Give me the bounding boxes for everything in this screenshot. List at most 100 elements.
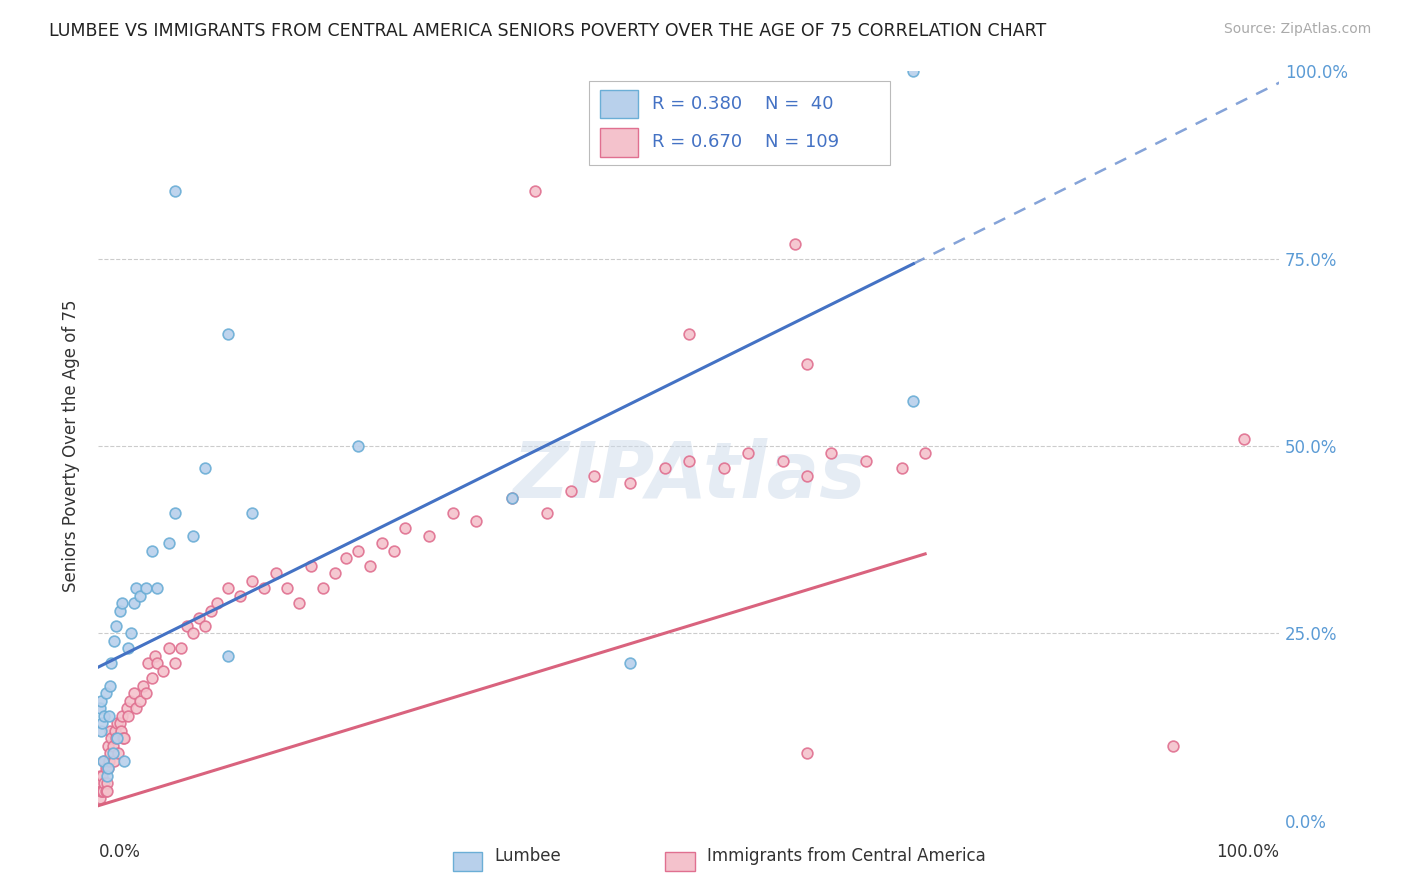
Point (89, 701, 111, 715)
Point (146, 582, 169, 596)
Point (382, 544, 405, 558)
Point (105, 619, 128, 633)
Point (678, 326, 700, 341)
Point (105, 716, 128, 731)
Point (108, 716, 131, 731)
Point (347, 439, 370, 453)
Point (117, 708, 139, 723)
Text: Source: ZipAtlas.com: Source: ZipAtlas.com (1223, 22, 1371, 37)
Point (152, 664, 174, 678)
Point (141, 671, 163, 685)
Point (135, 686, 157, 700)
Point (121, 626, 143, 640)
Point (654, 461, 676, 475)
Point (101, 746, 124, 760)
Point (418, 529, 440, 543)
Point (111, 596, 134, 610)
Text: N =  40: N = 40 (765, 95, 832, 112)
Point (97, 761, 120, 775)
Point (108, 604, 131, 618)
Point (1161, 739, 1184, 753)
Point (98, 746, 121, 760)
Point (217, 326, 239, 341)
Point (347, 544, 370, 558)
Point (122, 596, 145, 610)
Point (98, 708, 121, 723)
Point (1233, 432, 1256, 446)
Point (323, 566, 346, 581)
Point (103, 633, 125, 648)
Text: R = 0.380: R = 0.380 (652, 95, 742, 112)
Text: Immigrants from Central America: Immigrants from Central America (707, 847, 986, 865)
Point (90, 783, 112, 797)
Point (89, 769, 111, 783)
Text: 0.0%: 0.0% (98, 843, 141, 861)
Point (524, 184, 547, 198)
Point (100, 657, 122, 671)
Point (536, 507, 558, 521)
Point (560, 483, 582, 498)
Text: Lumbee: Lumbee (494, 847, 561, 865)
Point (93, 754, 115, 768)
Point (217, 582, 239, 596)
Point (94, 761, 117, 775)
Point (91, 754, 114, 768)
Point (288, 596, 311, 610)
Point (240, 507, 263, 521)
Point (100, 731, 122, 746)
Point (903, 394, 925, 409)
Point (501, 491, 523, 506)
Point (96, 783, 118, 797)
FancyBboxPatch shape (665, 853, 695, 871)
Point (335, 551, 357, 566)
Point (98, 754, 121, 768)
Point (583, 469, 606, 483)
Point (465, 514, 488, 528)
Point (107, 746, 129, 760)
Point (217, 648, 239, 663)
Point (135, 582, 157, 596)
Point (737, 446, 759, 460)
Point (371, 536, 394, 550)
Point (112, 754, 135, 768)
Point (98, 679, 121, 693)
Point (90, 694, 112, 708)
Point (97, 739, 120, 753)
Point (136, 657, 159, 671)
Point (96, 769, 118, 783)
Point (194, 461, 217, 475)
Point (128, 694, 150, 708)
Point (299, 558, 322, 573)
Point (772, 454, 794, 468)
Point (796, 357, 818, 371)
Point (176, 619, 198, 633)
Point (93, 708, 115, 723)
Point (111, 708, 134, 723)
Point (115, 701, 138, 715)
Point (96, 776, 118, 790)
Point (785, 236, 807, 251)
Point (120, 694, 142, 708)
Text: ZIPAtlas: ZIPAtlas (512, 438, 866, 514)
Point (122, 686, 145, 700)
Point (796, 746, 818, 760)
Point (157, 536, 180, 550)
Point (97, 761, 120, 775)
Point (165, 657, 187, 671)
Point (855, 454, 877, 468)
Point (713, 461, 735, 475)
Point (312, 582, 335, 596)
Text: R = 0.670: R = 0.670 (652, 134, 742, 152)
Point (170, 641, 193, 656)
Point (205, 596, 228, 610)
Point (276, 582, 298, 596)
Point (903, 64, 925, 78)
Point (187, 611, 209, 625)
Point (125, 701, 148, 715)
Point (128, 589, 150, 603)
Text: N = 109: N = 109 (765, 134, 838, 152)
Point (914, 446, 936, 460)
Text: LUMBEE VS IMMIGRANTS FROM CENTRAL AMERICA SENIORS POVERTY OVER THE AGE OF 75 COR: LUMBEE VS IMMIGRANTS FROM CENTRAL AMERIC… (49, 22, 1046, 40)
Point (90, 776, 112, 790)
Point (146, 657, 169, 671)
